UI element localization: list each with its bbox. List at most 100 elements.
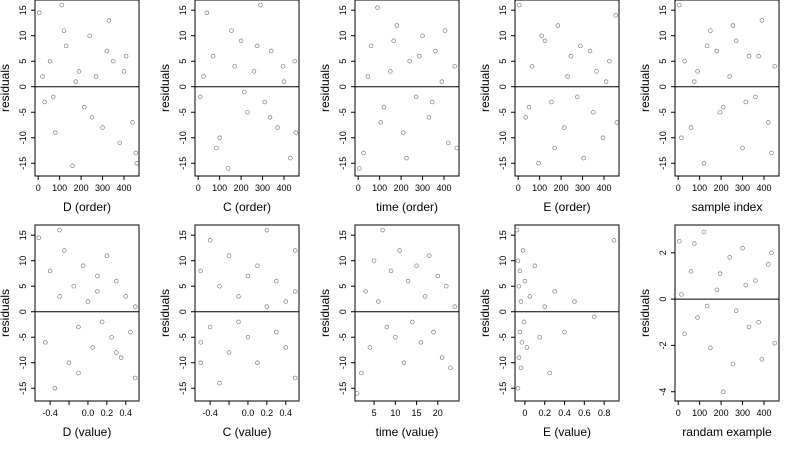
plot-frame (514, 224, 620, 402)
data-point (397, 248, 402, 253)
data-point (73, 79, 78, 84)
y-tick-label: -5 (18, 333, 28, 341)
data-point (242, 89, 247, 95)
data-point (717, 271, 723, 276)
data-point (603, 79, 609, 84)
x-axis-title: time (order) (376, 200, 438, 214)
panel-5: 0 100 200 300 400 -15 -10 -5 0 5 10 15 sample index r… (638, 0, 780, 214)
data-point (679, 292, 684, 297)
data-point (413, 94, 419, 100)
data-point (701, 161, 707, 166)
x-tick-label: 400 (756, 408, 771, 418)
data-point (121, 69, 127, 74)
data-point (720, 389, 726, 394)
x-tick-label: 0.4 (558, 408, 571, 418)
data-point (207, 324, 213, 330)
data-point (43, 340, 48, 345)
x-tick-label: 200 (394, 183, 409, 193)
data-point (391, 38, 396, 44)
data-point (283, 299, 289, 304)
data-point (518, 365, 524, 371)
data-point (62, 248, 67, 253)
data-point (677, 2, 682, 8)
data-point (454, 145, 460, 151)
y-tick-label: -10 (498, 356, 508, 369)
data-point (378, 120, 383, 125)
y-tick-label: 5 (338, 59, 348, 64)
data-point (123, 53, 129, 59)
data-point (245, 273, 251, 279)
data-point (238, 38, 244, 44)
data-point (708, 345, 713, 350)
data-point (523, 115, 528, 120)
data-point (452, 304, 458, 309)
data-point (568, 53, 573, 59)
data-point (733, 308, 739, 313)
y-tick-label: -15 (178, 157, 188, 170)
data-point (59, 2, 65, 8)
data-point (40, 74, 45, 79)
data-point (439, 79, 445, 84)
y-tick-label: 0 (18, 309, 28, 314)
data-point (695, 69, 700, 74)
plot-frame (514, 0, 620, 177)
y-tick-label: -15 (338, 157, 348, 170)
data-point (766, 262, 771, 267)
data-point (375, 5, 380, 10)
data-point (704, 43, 710, 49)
data-point (444, 283, 449, 289)
data-point (85, 299, 91, 304)
y-tick-label: -5 (178, 108, 188, 116)
panel-10: 0 100 200 300 400 -4 -2 0 2 randam example residua… (638, 224, 780, 439)
data-point (95, 289, 100, 294)
data-point (82, 104, 87, 110)
y-tick-label: -10 (338, 356, 348, 369)
data-point (61, 28, 67, 33)
data-point (361, 150, 366, 156)
x-axis-title: randam example (682, 425, 772, 439)
data-point (410, 319, 415, 325)
data-point (280, 64, 286, 69)
data-point (236, 319, 241, 325)
data-point (93, 74, 99, 79)
data-point (420, 33, 425, 38)
data-point (613, 13, 619, 18)
data-point (552, 145, 557, 151)
y-tick-label: 15 (658, 5, 668, 15)
data-point (104, 253, 110, 258)
x-tick-label: 300 (735, 183, 750, 193)
data-point (109, 334, 114, 340)
data-point (133, 150, 139, 156)
data-point (756, 320, 761, 325)
y-tick-label: 10 (18, 256, 28, 266)
x-tick-label: 400 (596, 183, 611, 193)
data-point (591, 109, 596, 115)
y-tick-label: -15 (178, 382, 188, 395)
plot-frame (34, 0, 140, 177)
data-point (245, 109, 250, 115)
plot-frame (194, 0, 300, 177)
data-point (452, 64, 457, 69)
y-tick-label: 10 (658, 31, 668, 41)
data-point (254, 43, 260, 49)
x-tick-label: 100 (372, 183, 387, 193)
y-tick-label: 5 (18, 284, 28, 289)
data-point (217, 135, 222, 140)
data-point (439, 355, 445, 360)
data-point (524, 345, 530, 350)
data-point (293, 130, 299, 135)
data-point (95, 273, 100, 279)
data-point (229, 28, 234, 33)
data-point (76, 370, 81, 376)
y-axis-title: residuals (638, 64, 652, 112)
x-tick-label: 400 (756, 183, 771, 193)
y-tick-label: 5 (498, 59, 508, 64)
data-point (746, 324, 752, 330)
y-tick-label: -10 (18, 131, 28, 144)
x-tick-label: 0.8 (598, 408, 611, 418)
panel-1: 0 100 200 300 400 -15 -10 -5 0 5 10 15 D (order) resi… (0, 0, 140, 214)
x-tick-label: 0.4 (120, 408, 133, 418)
y-tick-label: -15 (498, 157, 508, 170)
data-point (130, 120, 135, 125)
data-point (198, 340, 203, 345)
